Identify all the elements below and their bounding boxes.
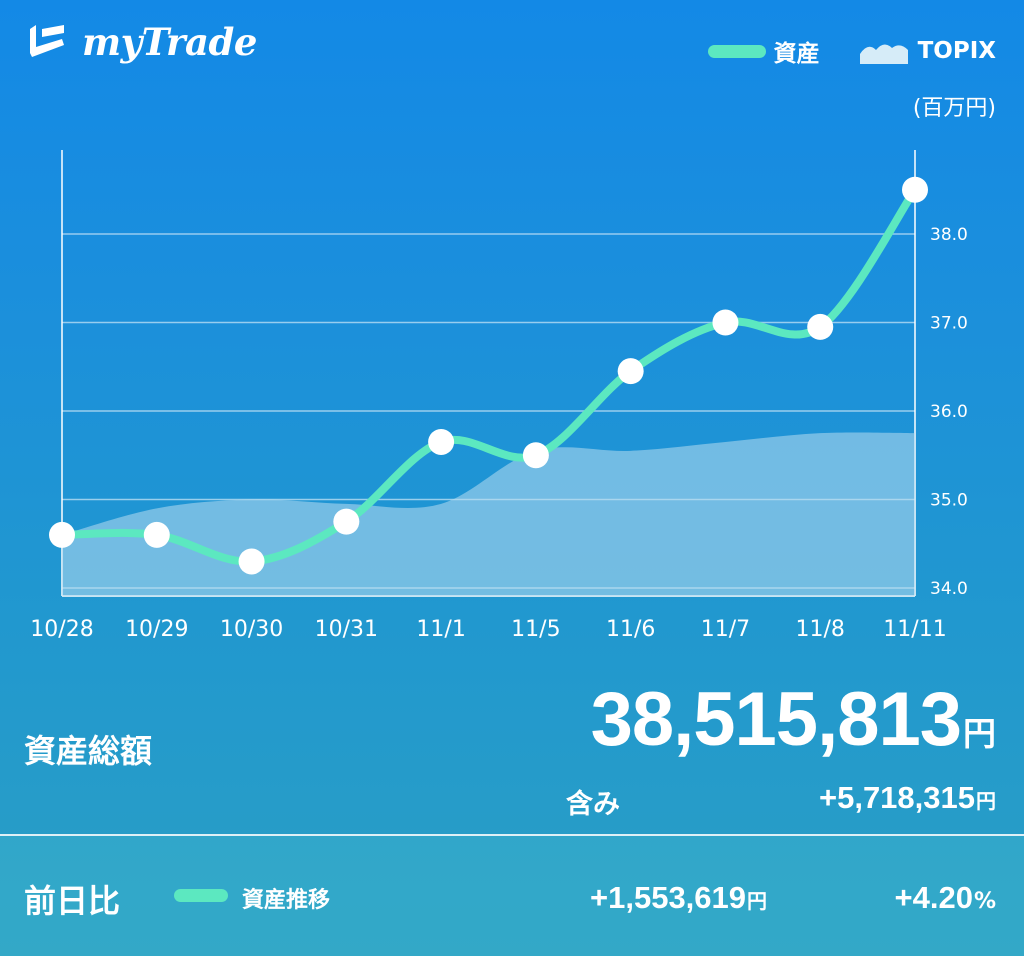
x-tick-label: 10/29: [125, 617, 188, 642]
unrealized-gain-unit: 円: [976, 785, 996, 814]
total-assets-label: 資産総額: [24, 726, 152, 772]
asset-data-point[interactable]: [807, 314, 833, 340]
daily-change-bar: [0, 836, 1024, 956]
unrealized-gain-amount: +5,718,315: [819, 780, 975, 816]
topix-area: [62, 432, 915, 596]
x-tick-label: 11/8: [796, 617, 845, 642]
daily-change-value: +1,553,619 円: [590, 880, 767, 916]
asset-data-point[interactable]: [239, 548, 265, 574]
x-tick-label: 11/1: [416, 617, 465, 642]
y-tick-label: 35.0: [930, 491, 968, 511]
asset-data-point[interactable]: [144, 522, 170, 548]
asset-data-point[interactable]: [618, 358, 644, 384]
y-tick-label: 37.0: [930, 314, 968, 334]
asset-data-point[interactable]: [523, 442, 549, 468]
asset-chart: 38.0 37.0 36.0 35.0 34.0 10/28 10/29 10/30 10/31…: [0, 0, 1024, 680]
asset-trend-swatch: [174, 889, 228, 902]
daily-change-unit: 円: [747, 885, 767, 914]
total-assets-amount: 38,515,813: [591, 676, 961, 763]
unrealized-gain-label: 含み: [566, 782, 620, 821]
x-tick-label: 11/6: [606, 617, 655, 642]
y-tick-label: 38.0: [930, 225, 968, 245]
daily-change-percent-unit: %: [974, 889, 996, 914]
y-tick-label: 34.0: [930, 579, 968, 599]
y-tick-label: 36.0: [930, 402, 968, 422]
daily-change-percent-value: +4.20: [895, 880, 973, 916]
x-tick-label: 11/7: [701, 617, 750, 642]
daily-change-amount: +1,553,619: [590, 880, 746, 916]
total-assets-value: 38,515,813 円: [591, 676, 996, 763]
daily-change-label: 前日比: [24, 876, 120, 922]
unrealized-gain-value: +5,718,315 円: [819, 780, 996, 816]
x-tick-label: 10/30: [220, 617, 283, 642]
asset-data-point[interactable]: [902, 177, 928, 203]
x-tick-label: 11/5: [511, 617, 560, 642]
asset-trend-label: 資産推移: [242, 882, 330, 914]
x-tick-label: 10/31: [315, 617, 378, 642]
asset-data-point[interactable]: [49, 522, 75, 548]
x-tick-label: 11/11: [883, 617, 946, 642]
asset-data-point[interactable]: [428, 429, 454, 455]
asset-data-point[interactable]: [712, 310, 738, 336]
asset-data-point[interactable]: [333, 509, 359, 535]
total-assets-unit: 円: [963, 707, 996, 755]
x-tick-label: 10/28: [30, 617, 93, 642]
daily-change-percent: +4.20 %: [895, 880, 997, 916]
